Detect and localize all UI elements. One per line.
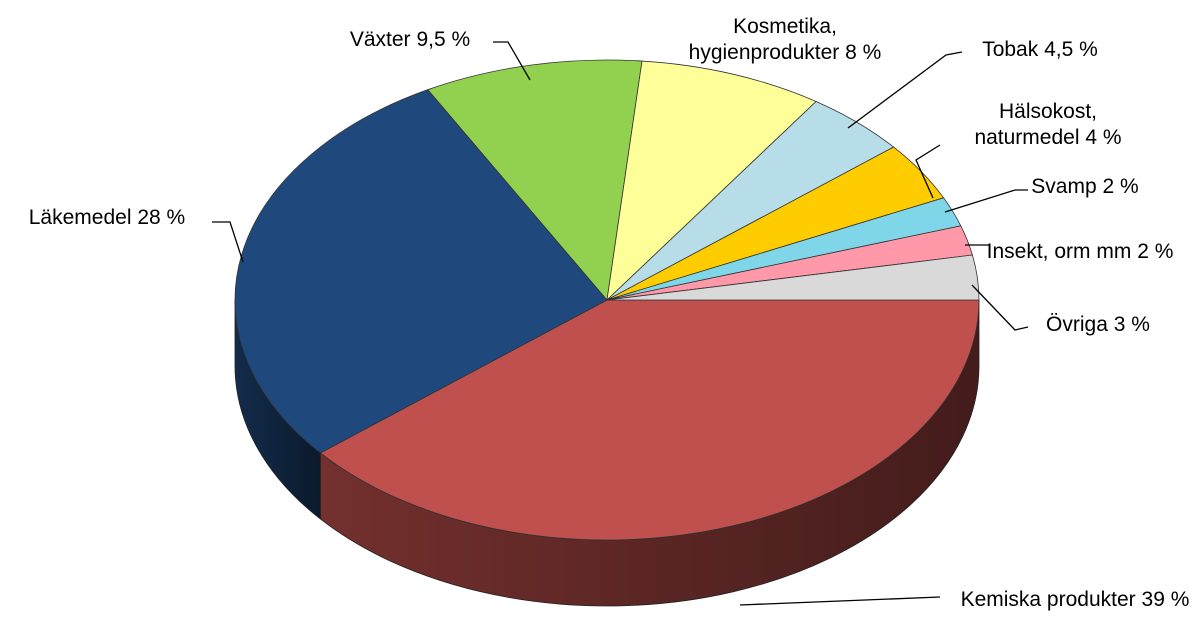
slice <box>234 89 608 454</box>
slices <box>234 59 980 607</box>
leader-line <box>212 221 244 263</box>
slice <box>319 299 980 541</box>
value-label: 8 % <box>845 41 882 64</box>
slice <box>606 254 980 301</box>
category-label: Tobak <box>982 38 1039 61</box>
category-label: Svamp <box>1031 175 1097 198</box>
leader-line <box>739 596 941 606</box>
category-label: Övriga <box>1046 313 1108 336</box>
slice <box>606 60 817 302</box>
category-label: Läkemedel <box>28 206 132 229</box>
category-label: Kemiska produkter <box>960 588 1136 611</box>
value-label: 39 % <box>1141 588 1190 611</box>
value-label: 9,5 % <box>416 28 471 51</box>
leader-line <box>971 284 1029 331</box>
data-label: Kemiska produkter 39 % <box>955 587 1192 613</box>
data-label: Läkemedel 28 % <box>0 205 217 231</box>
leader-line <box>493 41 531 81</box>
value-label: 3 % <box>1113 313 1150 336</box>
slice <box>427 59 643 301</box>
value-label: 2 % <box>1137 240 1174 263</box>
leader-lines <box>212 41 1029 606</box>
data-label: Kosmetika, hygienprodukter 8 % <box>660 14 910 66</box>
leader-line <box>944 189 1028 213</box>
category-label: Kosmetika, hygienprodukter <box>688 15 840 64</box>
data-label: Övriga 3 % <box>1023 312 1173 338</box>
category-label: Hälsokost, naturmedel <box>974 100 1098 149</box>
value-label: 28 % <box>137 206 186 229</box>
data-label: Tobak 4,5 % <box>965 37 1115 63</box>
data-label: Svamp 2 % <box>1020 174 1150 200</box>
value-label: 4 % <box>1085 126 1122 149</box>
value-label: 2 % <box>1102 175 1139 198</box>
category-label: Växter <box>349 28 411 51</box>
category-label: Insekt, orm mm <box>986 240 1132 263</box>
data-label: Hälsokost, naturmedel 4 % <box>948 99 1148 151</box>
value-label: 4,5 % <box>1044 38 1098 61</box>
leader-line <box>847 51 963 129</box>
data-label: Insekt, orm mm 2 % <box>985 239 1175 265</box>
data-label: Växter 9,5 % <box>330 27 490 53</box>
leader-line <box>915 144 941 199</box>
